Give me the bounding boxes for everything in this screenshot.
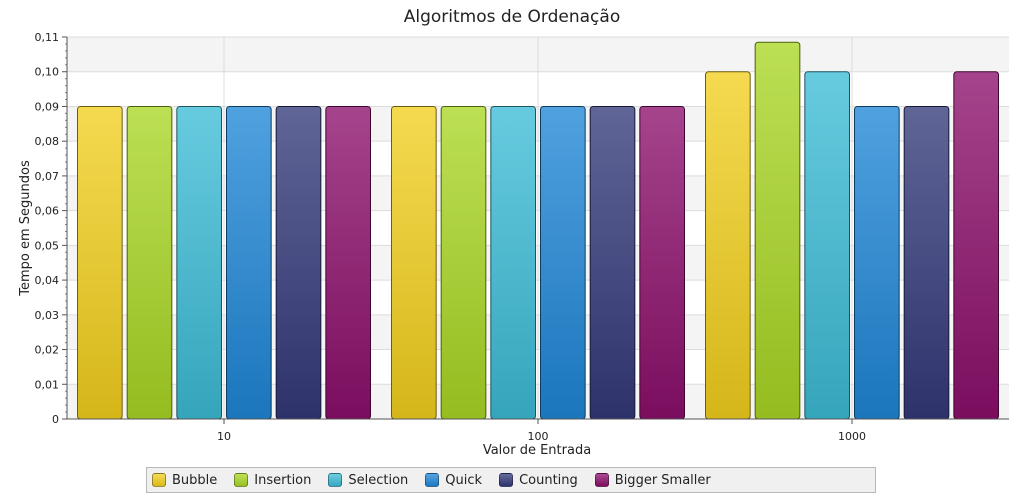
- y-tick-label: 0,03: [35, 309, 60, 322]
- bar-counting-10: [275, 105, 322, 420]
- legend-label: Selection: [348, 472, 409, 488]
- bar-counting-1000: [903, 105, 950, 420]
- y-tick-label: 0,08: [35, 135, 60, 148]
- legend-swatch: [234, 473, 249, 487]
- bar-quick-100: [540, 105, 586, 420]
- legend-item-selection: Selection: [328, 473, 408, 488]
- bar-bubble-10: [77, 105, 123, 420]
- y-tick-label: 0,04: [35, 274, 60, 287]
- bar-bigger-smaller-10: [325, 105, 372, 420]
- bar-insertion-10: [126, 105, 173, 420]
- legend-swatch: [499, 473, 514, 487]
- bar-bubble-100: [391, 105, 437, 420]
- bar-bigger-smaller-1000: [953, 71, 999, 420]
- y-tick-label: 0,01: [35, 378, 60, 391]
- x-tick-label: 1000: [838, 430, 866, 443]
- bar-insertion-100: [440, 105, 487, 420]
- bar-selection-1000: [804, 71, 850, 420]
- legend-label: Bigger Smaller: [614, 472, 711, 488]
- legend-swatch: [594, 473, 609, 487]
- y-axis-label: Tempo em Segundos: [18, 160, 33, 297]
- y-tick-label: 0,06: [35, 205, 60, 218]
- legend-item-insertion: Insertion: [234, 473, 311, 488]
- y-tick-label: 0,05: [35, 239, 60, 252]
- x-tick-label: 10: [217, 430, 231, 443]
- legend-swatch: [328, 473, 343, 487]
- y-tick-label: 0,02: [35, 344, 60, 357]
- y-tick-label: 0,11: [35, 31, 60, 44]
- legend-label: Insertion: [254, 472, 312, 488]
- y-tick-label: 0,07: [35, 170, 60, 183]
- legend-item-bigger-smaller: Bigger Smaller: [594, 472, 711, 488]
- bar-counting-100: [589, 105, 636, 420]
- legend-label: Quick: [445, 472, 483, 488]
- legend-item-bubble: Bubble: [152, 473, 217, 488]
- legend-label: Bubble: [172, 472, 218, 488]
- legend-item-quick: Quick: [425, 473, 482, 488]
- chart-title: Algoritmos de Ordenação: [404, 7, 620, 27]
- legend-swatch: [425, 473, 440, 487]
- x-axis-label: Valor de Entrada: [483, 443, 591, 458]
- chart-legend: Bubble Insertion Selection Quick Counting Big…: [146, 467, 876, 493]
- bar-selection-10: [176, 105, 222, 420]
- bar-quick-1000: [854, 105, 900, 420]
- y-tick-label: 0,09: [35, 100, 60, 113]
- legend-label: Counting: [519, 472, 578, 488]
- x-tick-label: 100: [528, 430, 549, 443]
- y-tick-label: 0,10: [35, 66, 60, 79]
- bar-selection-100: [490, 105, 537, 420]
- bar-quick-10: [226, 105, 272, 420]
- legend-item-counting: Counting: [499, 473, 578, 488]
- y-tick-label: 0: [52, 413, 59, 426]
- bar-bigger-smaller-100: [639, 105, 685, 420]
- bar-insertion-1000: [754, 41, 801, 420]
- legend-swatch: [152, 473, 166, 487]
- bar-chart: Algoritmos de Ordenação 0 0,01 0,02 0,03 0,0…: [18, 7, 1009, 458]
- bar-bubble-1000: [705, 71, 751, 420]
